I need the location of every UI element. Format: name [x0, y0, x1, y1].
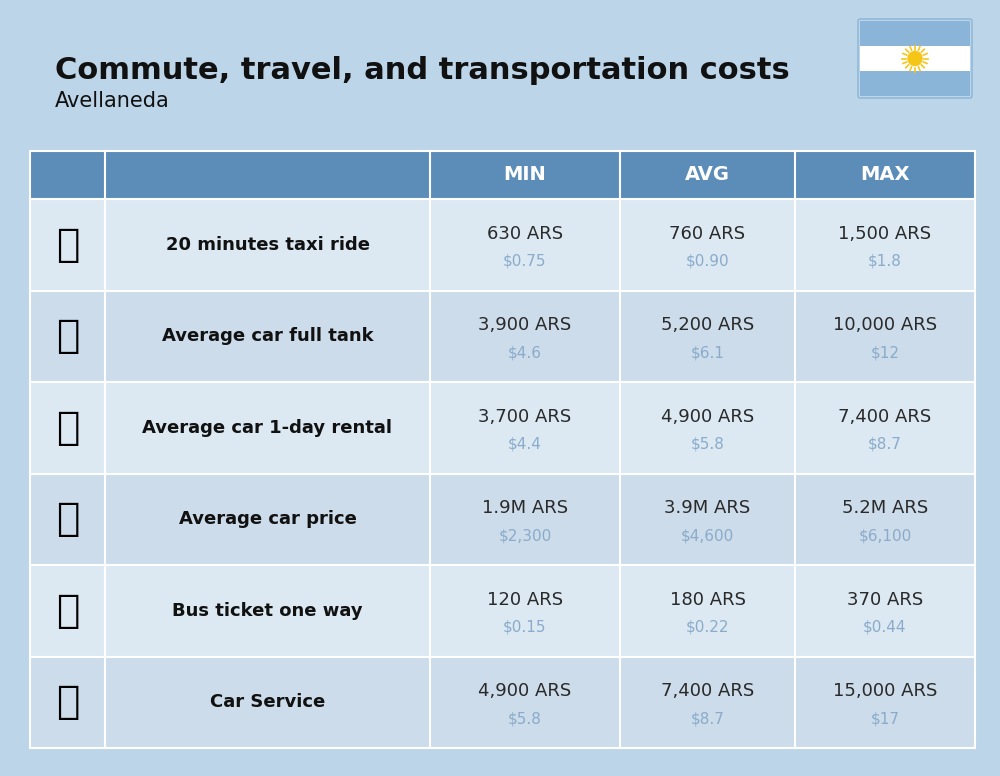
Text: 1.9M ARS: 1.9M ARS — [482, 499, 568, 518]
Text: 🚕: 🚕 — [56, 226, 79, 264]
Text: $6.1: $6.1 — [690, 345, 724, 360]
Bar — [30, 473, 975, 565]
Text: $8.7: $8.7 — [691, 712, 724, 726]
Bar — [30, 199, 975, 290]
Text: $5.8: $5.8 — [691, 437, 724, 452]
Text: Bus ticket one way: Bus ticket one way — [172, 601, 363, 620]
Bar — [860, 21, 970, 46]
Text: 4,900 ARS: 4,900 ARS — [661, 407, 754, 426]
Text: 7,400 ARS: 7,400 ARS — [661, 682, 754, 700]
Text: 🚌: 🚌 — [56, 592, 79, 630]
Bar — [30, 565, 975, 656]
Text: 3,700 ARS: 3,700 ARS — [478, 407, 572, 426]
Text: 180 ARS: 180 ARS — [670, 591, 746, 608]
Text: $0.75: $0.75 — [503, 254, 547, 268]
Text: 4,900 ARS: 4,900 ARS — [478, 682, 572, 700]
Text: $0.22: $0.22 — [686, 620, 729, 635]
Text: $6,100: $6,100 — [858, 528, 912, 543]
Text: $4.4: $4.4 — [508, 437, 542, 452]
Text: $1.8: $1.8 — [868, 254, 902, 268]
Text: 760 ARS: 760 ARS — [669, 225, 746, 243]
Text: $0.90: $0.90 — [686, 254, 729, 268]
Text: $4,600: $4,600 — [681, 528, 734, 543]
Text: 1,500 ARS: 1,500 ARS — [838, 225, 932, 243]
Text: 630 ARS: 630 ARS — [487, 225, 563, 243]
Text: AVG: AVG — [685, 165, 730, 185]
Bar — [860, 71, 970, 96]
Text: Average car price: Average car price — [179, 511, 356, 528]
Bar — [30, 151, 975, 199]
Text: 5.2M ARS: 5.2M ARS — [842, 499, 928, 518]
Bar — [860, 46, 970, 71]
Text: $4.6: $4.6 — [508, 345, 542, 360]
Text: 20 minutes taxi ride: 20 minutes taxi ride — [166, 236, 370, 254]
Text: Avellaneda: Avellaneda — [55, 91, 170, 111]
Text: Average car 1-day rental: Average car 1-day rental — [143, 419, 392, 437]
Bar — [30, 151, 430, 199]
Text: MIN: MIN — [504, 165, 546, 185]
Text: 120 ARS: 120 ARS — [487, 591, 563, 608]
Bar — [30, 290, 975, 382]
Bar — [0, 748, 1000, 776]
Text: 🚗: 🚗 — [56, 501, 79, 539]
Text: 10,000 ARS: 10,000 ARS — [833, 317, 937, 334]
Text: $17: $17 — [870, 712, 900, 726]
Bar — [0, 0, 1000, 151]
Bar — [30, 656, 975, 748]
Text: 15,000 ARS: 15,000 ARS — [833, 682, 937, 700]
Text: $8.7: $8.7 — [868, 437, 902, 452]
Circle shape — [908, 51, 922, 65]
Text: 🚗: 🚗 — [56, 683, 79, 721]
Text: 7,400 ARS: 7,400 ARS — [838, 407, 932, 426]
Text: 🚙: 🚙 — [56, 409, 79, 447]
Text: Average car full tank: Average car full tank — [162, 327, 373, 345]
Text: Car Service: Car Service — [210, 693, 325, 712]
Text: Commute, travel, and transportation costs: Commute, travel, and transportation cost… — [55, 56, 790, 85]
Text: MAX: MAX — [860, 165, 910, 185]
Text: 3.9M ARS: 3.9M ARS — [664, 499, 751, 518]
Text: ⛽: ⛽ — [56, 317, 79, 355]
Text: 5,200 ARS: 5,200 ARS — [661, 317, 754, 334]
Text: $5.8: $5.8 — [508, 712, 542, 726]
Text: $12: $12 — [870, 345, 900, 360]
Bar — [30, 382, 975, 473]
Text: $0.44: $0.44 — [863, 620, 907, 635]
Text: 3,900 ARS: 3,900 ARS — [478, 317, 572, 334]
Text: 370 ARS: 370 ARS — [847, 591, 923, 608]
Text: $2,300: $2,300 — [498, 528, 552, 543]
Text: $0.15: $0.15 — [503, 620, 547, 635]
